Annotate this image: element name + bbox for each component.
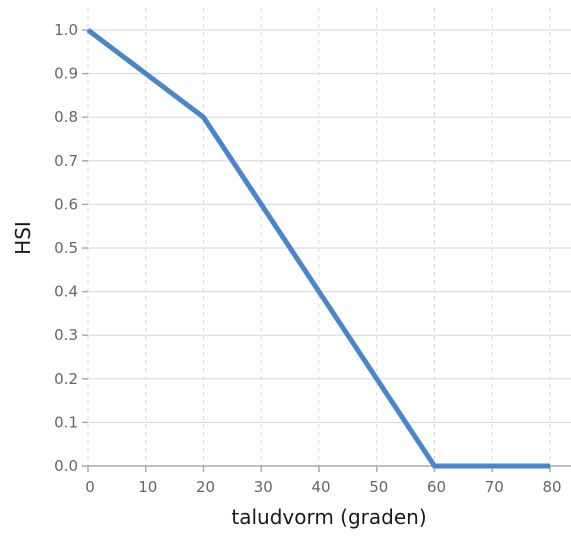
y-tick-label-7: 0.7 bbox=[54, 152, 78, 170]
series-line-0 bbox=[86, 28, 550, 469]
y-tick-label-3: 0.3 bbox=[54, 326, 78, 344]
y-tick-label-8: 0.8 bbox=[54, 108, 78, 126]
y-tick-label-5: 0.5 bbox=[54, 239, 78, 257]
y-tick-label-6: 0.6 bbox=[54, 195, 78, 213]
y-axis-title: HSI bbox=[11, 221, 35, 255]
x-gridlines bbox=[87, 8, 551, 466]
x-tick-label-5: 50 bbox=[369, 478, 388, 496]
series-group bbox=[86, 28, 550, 469]
x-tick-label-2: 20 bbox=[196, 478, 215, 496]
y-axis-ticks: 0.0 0.1 0.2 0.3 0.4 0.5 0.6 0.7 0.8 0.9 1.0 bbox=[54, 21, 88, 475]
y-tick-label-2: 0.2 bbox=[54, 370, 78, 388]
x-tick-label-7: 70 bbox=[485, 478, 504, 496]
y-tick-label-10: 1.0 bbox=[54, 21, 78, 39]
y-tick-label-1: 0.1 bbox=[54, 413, 78, 431]
x-axis-title: taludvorm (graden) bbox=[231, 505, 426, 529]
y-tick-label-0: 0.0 bbox=[54, 457, 78, 475]
x-axis-ticks: 0 10 20 30 40 50 60 70 80 bbox=[85, 466, 562, 496]
x-tick-label-6: 60 bbox=[427, 478, 446, 496]
y-tick-label-9: 0.9 bbox=[54, 65, 78, 83]
x-tick-label-4: 40 bbox=[311, 478, 330, 496]
x-tick-label-0: 0 bbox=[85, 478, 95, 496]
y-gridlines bbox=[88, 29, 571, 467]
x-tick-label-1: 10 bbox=[138, 478, 157, 496]
y-tick-label-4: 0.4 bbox=[54, 283, 78, 301]
x-tick-label-3: 30 bbox=[254, 478, 273, 496]
x-tick-label-8: 80 bbox=[542, 478, 561, 496]
